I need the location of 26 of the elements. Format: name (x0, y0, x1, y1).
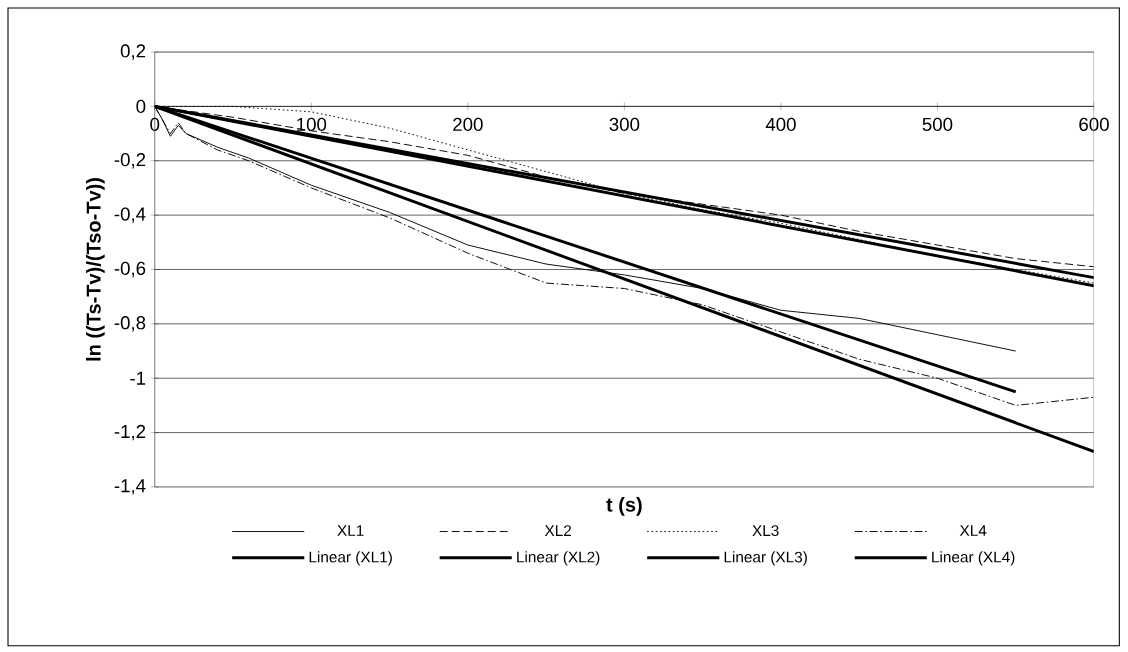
y-tick-label: -0,4 (114, 207, 146, 223)
x-tick-label: 300 (609, 117, 640, 131)
legend-label: Linear (XL4) (932, 551, 1015, 566)
y-tick-label: -0,6 (114, 261, 146, 278)
legend-label: XL2 (544, 524, 572, 536)
legend-label: Linear (XL1) (309, 551, 392, 566)
x-tick-label: 500 (922, 117, 953, 131)
y-tick-label: 0 (136, 99, 146, 113)
y-tick-label: -1,4 (114, 479, 146, 495)
x-tick-label: 600 (1079, 117, 1109, 131)
legend-label: XL3 (752, 524, 779, 536)
legend-label: XL4 (959, 525, 987, 536)
y-tick-label: -1 (130, 371, 146, 385)
y-tick-label: -0,8 (114, 315, 146, 332)
x-tick-label: 0 (150, 117, 160, 131)
y-axis-title: ln ((Ts-Tv)/(Tso-Tv)) (86, 177, 105, 361)
y-tick-label: 0,2 (120, 44, 146, 60)
y-tick-label: -1,2 (114, 424, 146, 441)
y-tick-label: -0,2 (114, 152, 146, 169)
legend-label: Linear (XL3) (724, 551, 807, 566)
legend-label: Linear (XL2) (517, 551, 600, 566)
x-tick-label: 200 (453, 117, 483, 131)
x-axis-title: t (s) (606, 496, 642, 516)
legend-label: XL1 (337, 525, 364, 536)
x-tick-label: 100 (297, 117, 327, 131)
x-tick-label: 400 (765, 117, 796, 131)
